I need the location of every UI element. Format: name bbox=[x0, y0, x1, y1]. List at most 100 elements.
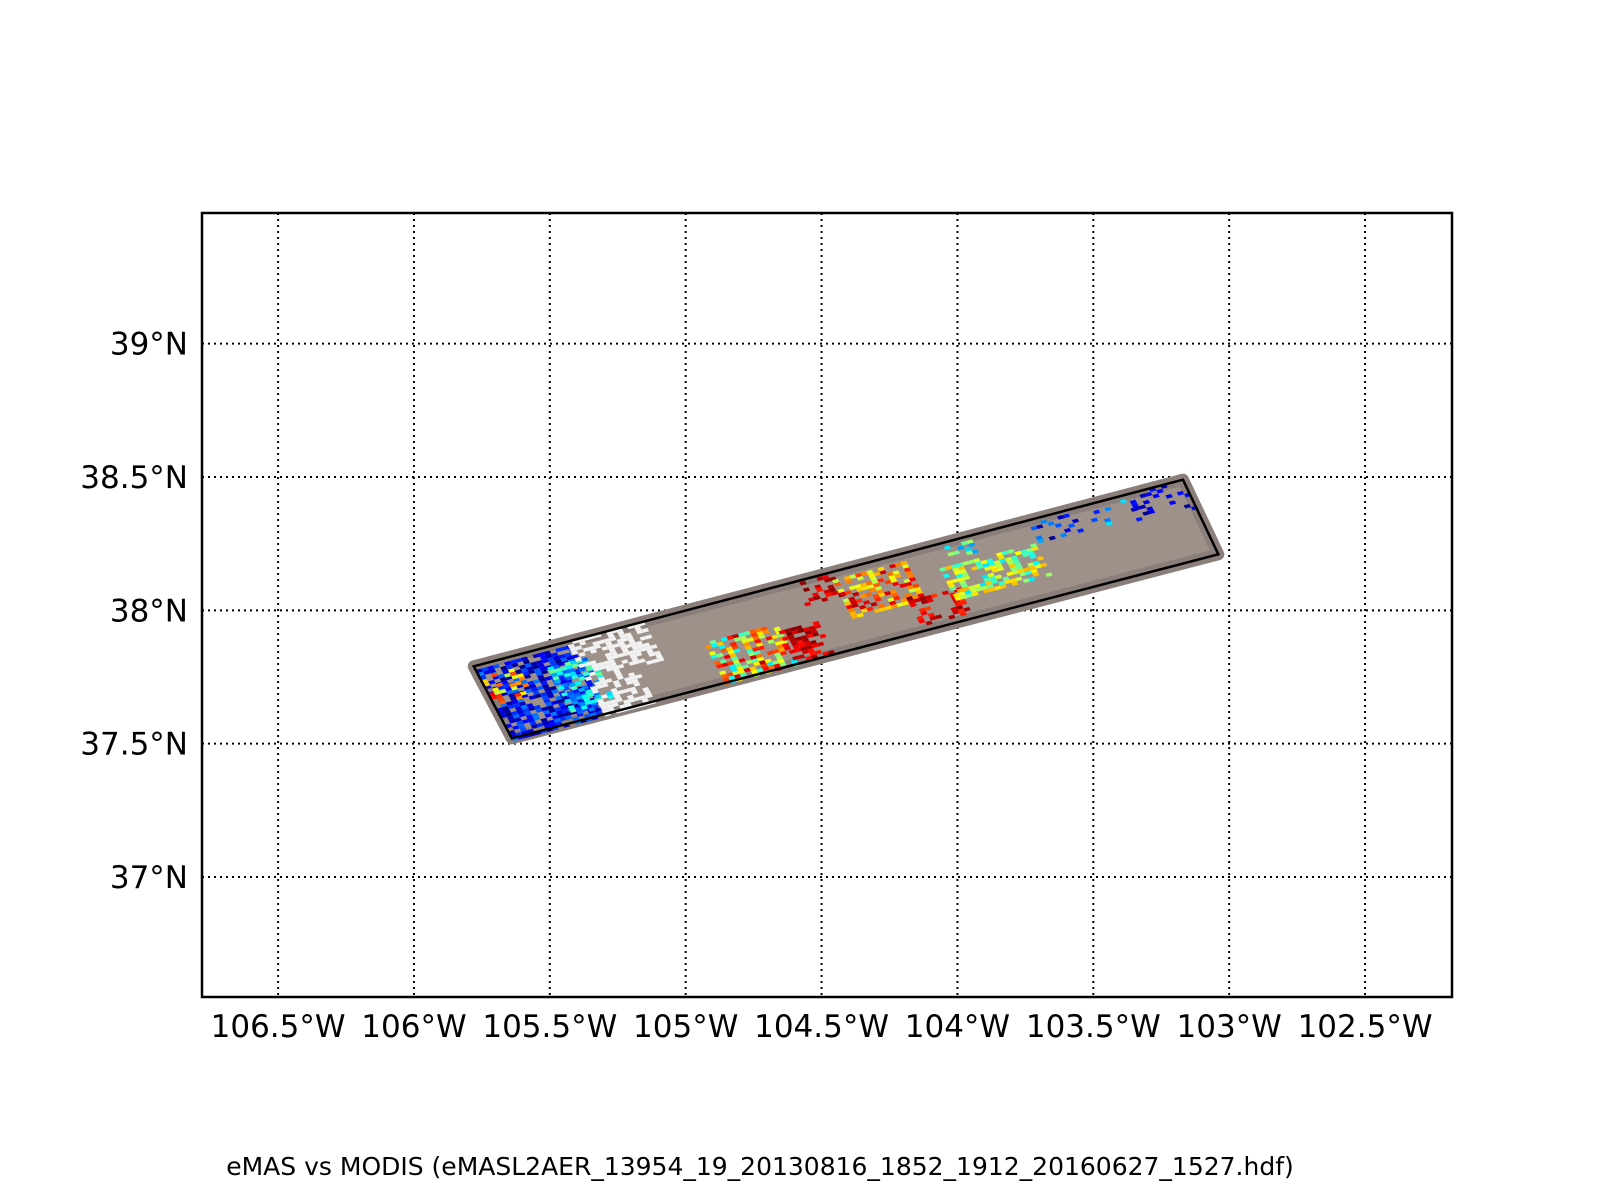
aod-pixel bbox=[577, 687, 586, 693]
aod-pixel bbox=[883, 590, 892, 596]
aod-pixel bbox=[567, 668, 575, 673]
aod-pixel bbox=[1002, 576, 1010, 581]
aod-pixel bbox=[598, 665, 606, 670]
aod-pixel bbox=[995, 552, 1004, 557]
aod-pixel bbox=[758, 634, 766, 640]
aod-pixel bbox=[789, 638, 797, 643]
aod-pixel bbox=[486, 665, 495, 671]
aod-pixel bbox=[968, 585, 976, 590]
aod-pixel bbox=[709, 639, 717, 645]
aod-pixel bbox=[1142, 499, 1151, 505]
aod-pixel bbox=[556, 698, 564, 704]
aod-pixel bbox=[541, 695, 549, 701]
aod-pixel bbox=[503, 709, 511, 714]
aod-pixel bbox=[976, 564, 984, 570]
aod-pixel bbox=[812, 620, 820, 626]
aod-pixel bbox=[631, 678, 639, 684]
aod-pixel bbox=[1103, 517, 1112, 523]
aod-pixel bbox=[575, 706, 583, 712]
aod-pixel bbox=[956, 605, 964, 610]
aod-pixel bbox=[900, 597, 908, 603]
aod-pixel bbox=[543, 650, 552, 656]
aod-pixel bbox=[590, 698, 598, 704]
aod-pixel bbox=[547, 666, 555, 671]
aod-pixel bbox=[593, 644, 602, 650]
aod-pixel bbox=[603, 638, 611, 643]
aod-pixel bbox=[589, 685, 598, 691]
aod-pixel bbox=[514, 706, 523, 711]
aod-pixel bbox=[1028, 565, 1037, 571]
aod-pixel bbox=[766, 661, 774, 667]
aod-pixel bbox=[872, 593, 880, 599]
aod-pixel bbox=[1040, 519, 1048, 525]
aod-pixel bbox=[633, 681, 641, 687]
aod-pixel bbox=[606, 655, 614, 661]
aod-pixel bbox=[1031, 546, 1039, 552]
aod-pixel bbox=[567, 704, 576, 710]
aod-pixel bbox=[731, 644, 739, 650]
aod-pixel bbox=[781, 636, 790, 641]
aod-pixel bbox=[493, 690, 502, 696]
aod-pixel bbox=[942, 573, 950, 579]
aod-pixel bbox=[790, 641, 799, 646]
aod-pixel bbox=[1017, 568, 1025, 574]
aod-pixel bbox=[733, 673, 742, 679]
aod-pixel bbox=[605, 703, 614, 709]
aod-pixel bbox=[525, 688, 533, 694]
aod-pixel bbox=[546, 705, 555, 710]
aod-pixel bbox=[527, 669, 536, 675]
aod-pixel bbox=[1147, 509, 1156, 515]
aod-pixel bbox=[554, 667, 562, 673]
aod-pixel bbox=[618, 641, 626, 647]
aod-pixel bbox=[859, 582, 868, 588]
lon-tick-label: 104.5°W bbox=[754, 1009, 889, 1045]
aod-pixel bbox=[967, 559, 975, 565]
aod-pixel bbox=[1156, 488, 1164, 494]
aod-pixel bbox=[567, 643, 576, 649]
aod-pixel bbox=[638, 647, 647, 652]
aod-pixel bbox=[906, 584, 914, 590]
aod-pixel bbox=[767, 639, 775, 644]
aod-pixel bbox=[776, 633, 785, 638]
figure-caption: eMAS vs MODIS (eMASL2AER_13954_19_201308… bbox=[226, 1152, 1294, 1181]
aod-pixel bbox=[636, 629, 644, 635]
aod-pixel bbox=[979, 582, 987, 587]
aod-pixel bbox=[605, 678, 613, 683]
aod-pixel bbox=[832, 578, 840, 584]
aod-pixel bbox=[612, 691, 620, 696]
aod-pixel bbox=[1142, 511, 1150, 516]
aod-pixel bbox=[1034, 564, 1042, 569]
aod-pixel bbox=[1019, 571, 1027, 577]
aod-pixel bbox=[956, 562, 964, 568]
aod-pixel bbox=[856, 575, 864, 581]
aod-pixel bbox=[614, 683, 622, 688]
aod-pixel bbox=[488, 679, 496, 685]
aod-pixel bbox=[547, 693, 555, 699]
aod-pixel bbox=[873, 582, 881, 588]
aod-pixel bbox=[935, 614, 943, 620]
aod-pixel bbox=[994, 574, 1003, 580]
aod-pixel bbox=[569, 660, 578, 665]
aod-pixel bbox=[515, 695, 524, 701]
aod-pixel bbox=[595, 684, 603, 690]
aod-pixel bbox=[727, 649, 735, 655]
aod-pixel bbox=[982, 588, 991, 594]
aod-pixel bbox=[800, 635, 808, 640]
aod-pixel bbox=[981, 585, 989, 591]
aod-pixel bbox=[848, 596, 856, 602]
aod-pixel bbox=[718, 644, 726, 650]
aod-pixel bbox=[911, 594, 920, 600]
aod-pixel bbox=[549, 685, 557, 691]
aod-pixel bbox=[903, 578, 911, 584]
aod-pixel bbox=[588, 671, 597, 677]
aod-pixel bbox=[850, 614, 859, 620]
aod-pixel bbox=[516, 720, 524, 726]
aod-pixel bbox=[1007, 549, 1015, 554]
aod-pixel bbox=[1129, 499, 1138, 505]
aod-pixel bbox=[777, 658, 785, 664]
aod-pixel bbox=[945, 579, 954, 585]
aod-pixel bbox=[601, 646, 609, 651]
lon-tick-label: 102.5°W bbox=[1298, 1009, 1433, 1045]
aod-pixel bbox=[542, 721, 550, 726]
